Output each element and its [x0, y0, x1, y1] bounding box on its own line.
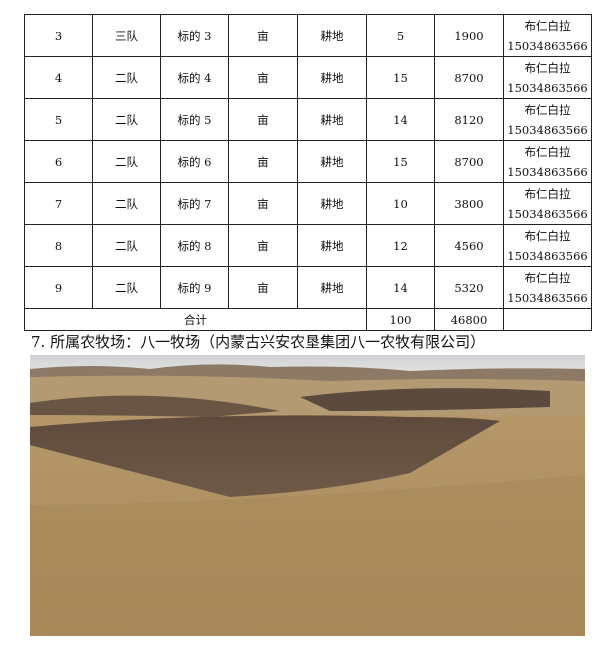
cell-unit: 亩 — [228, 224, 298, 267]
cell-type: 耕地 — [297, 266, 367, 309]
cell-no: 7 — [24, 182, 93, 225]
cell-no: 9 — [24, 266, 93, 309]
cell-lot: 标的 4 — [160, 56, 229, 99]
cell-amount: 8700 — [434, 56, 504, 99]
cell-team: 二队 — [92, 98, 161, 141]
cell-type: 耕地 — [297, 56, 367, 99]
cell-team: 三队 — [92, 14, 161, 57]
table-row: 9 二队 标的 9 亩耕地 14 5320 布仁白拉 15034863566 — [24, 266, 592, 309]
cell-lot: 标的 8 — [160, 224, 229, 267]
cell-unit: 亩 — [228, 266, 298, 309]
cell-unit: 亩 — [228, 98, 298, 141]
cell-lot: 标的 6 — [160, 140, 229, 183]
cell-contact: 布仁白拉 15034863566 — [503, 224, 592, 267]
cell-type: 耕地 — [297, 182, 367, 225]
total-area: 100 — [366, 308, 435, 331]
cell-no: 3 — [24, 14, 93, 57]
cell-amount: 5320 — [434, 266, 504, 309]
table-row: 6 二队 标的 6 亩耕地 15 8700 布仁白拉 15034863566 — [24, 140, 592, 183]
contact-phone: 15034863566 — [507, 248, 588, 263]
cell-unit: 亩 — [228, 56, 298, 99]
contact-phone: 15034863566 — [507, 290, 588, 305]
section-caption: 7. 所属农牧场：八一牧场（内蒙古兴安农垦集团八一农牧有限公司） — [31, 333, 486, 351]
cell-amount: 3800 — [434, 182, 504, 225]
contact-name: 布仁白拉 — [524, 186, 571, 201]
cell-unit: 亩 — [228, 140, 298, 183]
cell-amount: 8700 — [434, 140, 504, 183]
cell-contact: 布仁白拉 15034863566 — [503, 182, 592, 225]
cell-contact: 布仁白拉 15034863566 — [503, 14, 592, 57]
cell-no: 8 — [24, 224, 93, 267]
cell-area: 12 — [366, 224, 435, 267]
total-row: 合计 100 46800 — [24, 308, 592, 331]
cell-lot: 标的 9 — [160, 266, 229, 309]
farmland-photo — [30, 355, 585, 636]
total-amount: 46800 — [434, 308, 504, 331]
cell-no: 5 — [24, 98, 93, 141]
contact-name: 布仁白拉 — [524, 144, 571, 159]
cell-lot: 标的 7 — [160, 182, 229, 225]
table-row: 7 二队 标的 7 亩耕地 10 3800 布仁白拉 15034863566 — [24, 182, 592, 225]
table-row: 5 二队 标的 5 亩耕地 14 8120 布仁白拉 15034863566 — [24, 98, 592, 141]
contact-name: 布仁白拉 — [524, 60, 571, 75]
cell-area: 10 — [366, 182, 435, 225]
cell-unit: 亩 — [228, 182, 298, 225]
cell-contact: 布仁白拉 15034863566 — [503, 56, 592, 99]
land-table: 3 三队 标的 3 亩耕地 5 1900 布仁白拉 15034863566 4 二队 标的 4 亩耕地… — [24, 14, 592, 331]
cell-area: 5 — [366, 14, 435, 57]
contact-phone: 15034863566 — [507, 122, 588, 137]
cell-no: 6 — [24, 140, 93, 183]
table-row: 8 二队 标的 8 亩耕地 12 4560 布仁白拉 15034863566 — [24, 224, 592, 267]
cell-area: 14 — [366, 98, 435, 141]
total-empty — [503, 308, 592, 331]
cell-team: 二队 — [92, 266, 161, 309]
cell-type: 耕地 — [297, 140, 367, 183]
contact-phone: 15034863566 — [507, 206, 588, 221]
cell-contact: 布仁白拉 15034863566 — [503, 266, 592, 309]
cell-team: 二队 — [92, 182, 161, 225]
contact-phone: 15034863566 — [507, 38, 588, 53]
cell-area: 15 — [366, 140, 435, 183]
cell-contact: 布仁白拉 15034863566 — [503, 140, 592, 183]
cell-area: 15 — [366, 56, 435, 99]
cell-amount: 8120 — [434, 98, 504, 141]
cell-no: 4 — [24, 56, 93, 99]
contact-name: 布仁白拉 — [524, 102, 571, 117]
cell-amount: 4560 — [434, 224, 504, 267]
cell-team: 二队 — [92, 224, 161, 267]
contact-name: 布仁白拉 — [524, 18, 571, 33]
cell-unit: 亩 — [228, 14, 298, 57]
cell-type: 耕地 — [297, 98, 367, 141]
cell-team: 二队 — [92, 140, 161, 183]
contact-phone: 15034863566 — [507, 164, 588, 179]
contact-phone: 15034863566 — [507, 80, 588, 95]
total-label: 合计 — [24, 308, 367, 331]
cell-lot: 标的 5 — [160, 98, 229, 141]
table-row: 4 二队 标的 4 亩耕地 15 8700 布仁白拉 15034863566 — [24, 56, 592, 99]
cell-lot: 标的 3 — [160, 14, 229, 57]
contact-name: 布仁白拉 — [524, 270, 571, 285]
cell-contact: 布仁白拉 15034863566 — [503, 98, 592, 141]
table-row: 3 三队 标的 3 亩耕地 5 1900 布仁白拉 15034863566 — [24, 14, 592, 57]
cell-type: 耕地 — [297, 14, 367, 57]
contact-name: 布仁白拉 — [524, 228, 571, 243]
cell-type: 耕地 — [297, 224, 367, 267]
cell-team: 二队 — [92, 56, 161, 99]
cell-area: 14 — [366, 266, 435, 309]
cell-amount: 1900 — [434, 14, 504, 57]
